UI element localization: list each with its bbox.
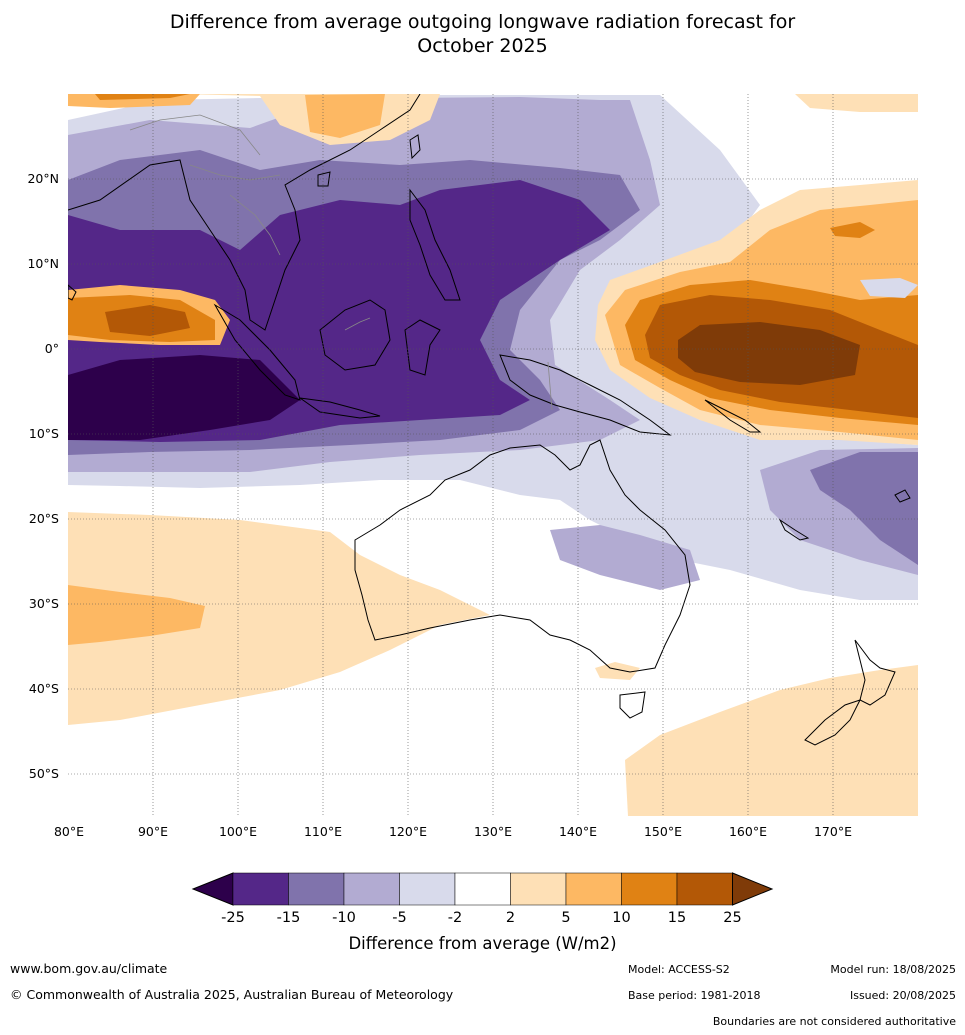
graticule bbox=[68, 94, 918, 816]
footer-base-period: Base period: 1981-2018 bbox=[628, 989, 761, 1002]
lat-label-0: 0° bbox=[45, 341, 59, 356]
footer-disclaimer: Boundaries are not considered authoritat… bbox=[712, 1015, 956, 1028]
boundary-line bbox=[344, 317, 371, 331]
lat-label-30s: 30°S bbox=[29, 596, 59, 611]
boundary-line bbox=[129, 114, 261, 156]
lat-label-20n: 20°N bbox=[27, 171, 59, 186]
solomon-islands-coastline bbox=[704, 399, 762, 433]
colorbar-segment bbox=[288, 872, 345, 906]
map-area bbox=[68, 94, 918, 816]
colorbar-segment bbox=[510, 872, 567, 906]
lon-label-150e: 150°E bbox=[644, 824, 682, 839]
boundary-line bbox=[189, 164, 281, 181]
positive-anomaly-pacific-north-patch bbox=[830, 222, 875, 238]
colorbar-title: Difference from average (W/m2) bbox=[348, 934, 616, 953]
tasmania-coastline bbox=[619, 691, 646, 719]
sulawesi-coastline bbox=[404, 319, 441, 376]
lon-label-90e: 90°E bbox=[138, 824, 168, 839]
taiwan-coastline bbox=[409, 134, 421, 160]
philippines-coastline bbox=[409, 188, 461, 301]
colorbar-tick: 25 bbox=[723, 910, 741, 926]
new-zealand-north-coastline bbox=[854, 639, 896, 706]
anomaly-shading bbox=[68, 94, 918, 816]
australia-coastline bbox=[354, 439, 691, 673]
positive-anomaly-pacific-core bbox=[678, 322, 860, 385]
footer-copyright: © Commonwealth of Australia 2025, Austra… bbox=[10, 987, 454, 1002]
colorbar-segment bbox=[343, 872, 400, 906]
new-guinea-coastline bbox=[499, 354, 672, 436]
lon-label-170e: 170°E bbox=[814, 824, 852, 839]
colorbar-extend-high bbox=[732, 872, 774, 906]
longitude-labels: 80°E 90°E 100°E 110°E 120°E 130°E 140°E … bbox=[54, 824, 852, 839]
colorbar-segment bbox=[399, 872, 456, 906]
colorbar-tick: -5 bbox=[392, 910, 406, 926]
map-title: Difference from average outgoing longwav… bbox=[0, 10, 965, 58]
footer-website[interactable]: www.bom.gov.au/climate bbox=[10, 961, 168, 976]
title-line-2: October 2025 bbox=[417, 35, 548, 57]
positive-anomaly-south-indian bbox=[68, 512, 490, 725]
latitude-labels: 20°N 10°N 0° 10°S 20°S 30°S 40°S 50°S bbox=[27, 171, 59, 781]
boundary-line bbox=[229, 194, 281, 256]
colorbar-segment bbox=[454, 872, 511, 906]
lon-label-80e: 80°E bbox=[54, 824, 84, 839]
colorbar-segment bbox=[621, 872, 678, 906]
colorbar-tick-labels: -25 -15 -10 -5 -2 2 5 10 15 25 bbox=[221, 910, 742, 926]
colorbar-tick: -10 bbox=[332, 910, 356, 926]
negative-anomaly-australia-east bbox=[550, 525, 700, 590]
positive-anomaly-east-asia-core bbox=[95, 94, 190, 100]
lon-label-120e: 120°E bbox=[389, 824, 427, 839]
hainan-coastline bbox=[317, 171, 331, 187]
footer-model: Model: ACCESS-S2 bbox=[628, 963, 730, 976]
lon-label-100e: 100°E bbox=[219, 824, 257, 839]
fiji-coastline bbox=[894, 489, 911, 503]
lat-label-10n: 10°N bbox=[27, 256, 59, 271]
lat-label-10s: 10°S bbox=[29, 426, 59, 441]
title-line-1: Difference from average outgoing longwav… bbox=[169, 11, 796, 33]
lat-label-20s: 20°S bbox=[29, 511, 59, 526]
colorbar-tick: -25 bbox=[221, 910, 245, 926]
sumatra-coastline bbox=[213, 303, 301, 401]
lat-label-40s: 40°S bbox=[29, 681, 59, 696]
java-coastline bbox=[299, 397, 381, 419]
colorbar-tick: 5 bbox=[561, 910, 570, 926]
lon-label-130e: 130°E bbox=[474, 824, 512, 839]
lat-label-50s: 50°S bbox=[29, 766, 59, 781]
footer-model-run: Model run: 18/08/2025 bbox=[830, 963, 956, 976]
negative-anomaly-extreme bbox=[68, 355, 300, 440]
borneo-coastline bbox=[319, 299, 391, 371]
positive-anomaly-north-pacific-weak bbox=[795, 94, 918, 112]
new-caledonia-coastline bbox=[778, 518, 810, 541]
lon-label-140e: 140°E bbox=[559, 824, 597, 839]
boundary-line bbox=[547, 361, 553, 411]
colorbar-tick: -15 bbox=[277, 910, 301, 926]
footer-issued: Issued: 20/08/2025 bbox=[849, 989, 956, 1002]
sri-lanka-coastline bbox=[68, 284, 77, 301]
coastlines bbox=[68, 94, 911, 746]
lon-label-110e: 110°E bbox=[304, 824, 342, 839]
colorbar-tick: -2 bbox=[448, 910, 462, 926]
negative-anomaly-south-pacific-core bbox=[810, 452, 918, 565]
colorbar-tick: 15 bbox=[668, 910, 686, 926]
colorbar-extend-low bbox=[191, 872, 234, 906]
positive-anomaly-bass bbox=[595, 662, 640, 680]
colorbar-segment bbox=[676, 872, 733, 906]
colorbar-tick: 10 bbox=[612, 910, 630, 926]
new-zealand-south-coastline bbox=[804, 699, 861, 746]
positive-anomaly-east-china bbox=[305, 94, 385, 138]
colorbar-segment bbox=[565, 872, 622, 906]
colorbar-segment bbox=[232, 872, 289, 906]
colorbar: -25 -15 -10 -5 -2 2 5 10 15 25 Differenc… bbox=[191, 872, 774, 953]
positive-anomaly-bay-of-bengal-core bbox=[105, 305, 190, 336]
positive-anomaly-tasman bbox=[625, 665, 918, 816]
colorbar-tick: 2 bbox=[506, 910, 515, 926]
national-boundaries bbox=[129, 114, 553, 411]
mainland-asia-coastline bbox=[68, 94, 421, 331]
negative-anomaly-pacific-north-patch bbox=[860, 278, 918, 298]
lon-label-160e: 160°E bbox=[729, 824, 767, 839]
positive-anomaly-south-indian-core bbox=[68, 585, 205, 645]
